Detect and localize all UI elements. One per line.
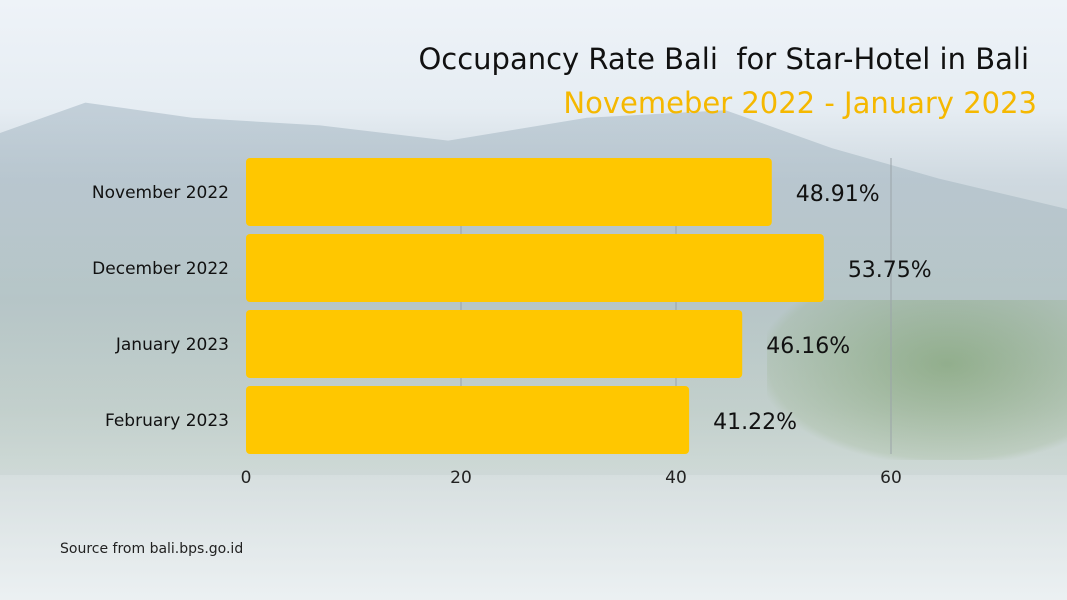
data-label: 41.22%: [713, 410, 797, 435]
y-category-label: December 2022: [92, 259, 229, 279]
y-category-label: February 2023: [105, 411, 229, 431]
x-tick-label: 20: [450, 468, 472, 488]
source-note: Source from bali.bps.go.id: [60, 541, 244, 557]
background-lake: [0, 470, 1067, 600]
y-category-label: November 2022: [92, 183, 229, 203]
data-label: 46.16%: [766, 334, 850, 359]
bar: [246, 310, 743, 378]
data-label: 53.75%: [848, 258, 932, 283]
data-label: 48.91%: [796, 182, 880, 207]
chart-title: Occupancy Rate Bali for Star-Hotel in Ba…: [418, 42, 1029, 76]
y-category-label: January 2023: [115, 335, 229, 355]
chart-subtitle: Novemeber 2022 - January 2023: [563, 86, 1037, 120]
x-tick-label: 0: [241, 468, 252, 488]
x-tick-label: 60: [880, 468, 902, 488]
x-tick-label: 40: [665, 468, 687, 488]
bar: [246, 158, 772, 226]
bar: [246, 386, 690, 454]
background-trees: [767, 300, 1067, 460]
bar: [246, 234, 824, 302]
